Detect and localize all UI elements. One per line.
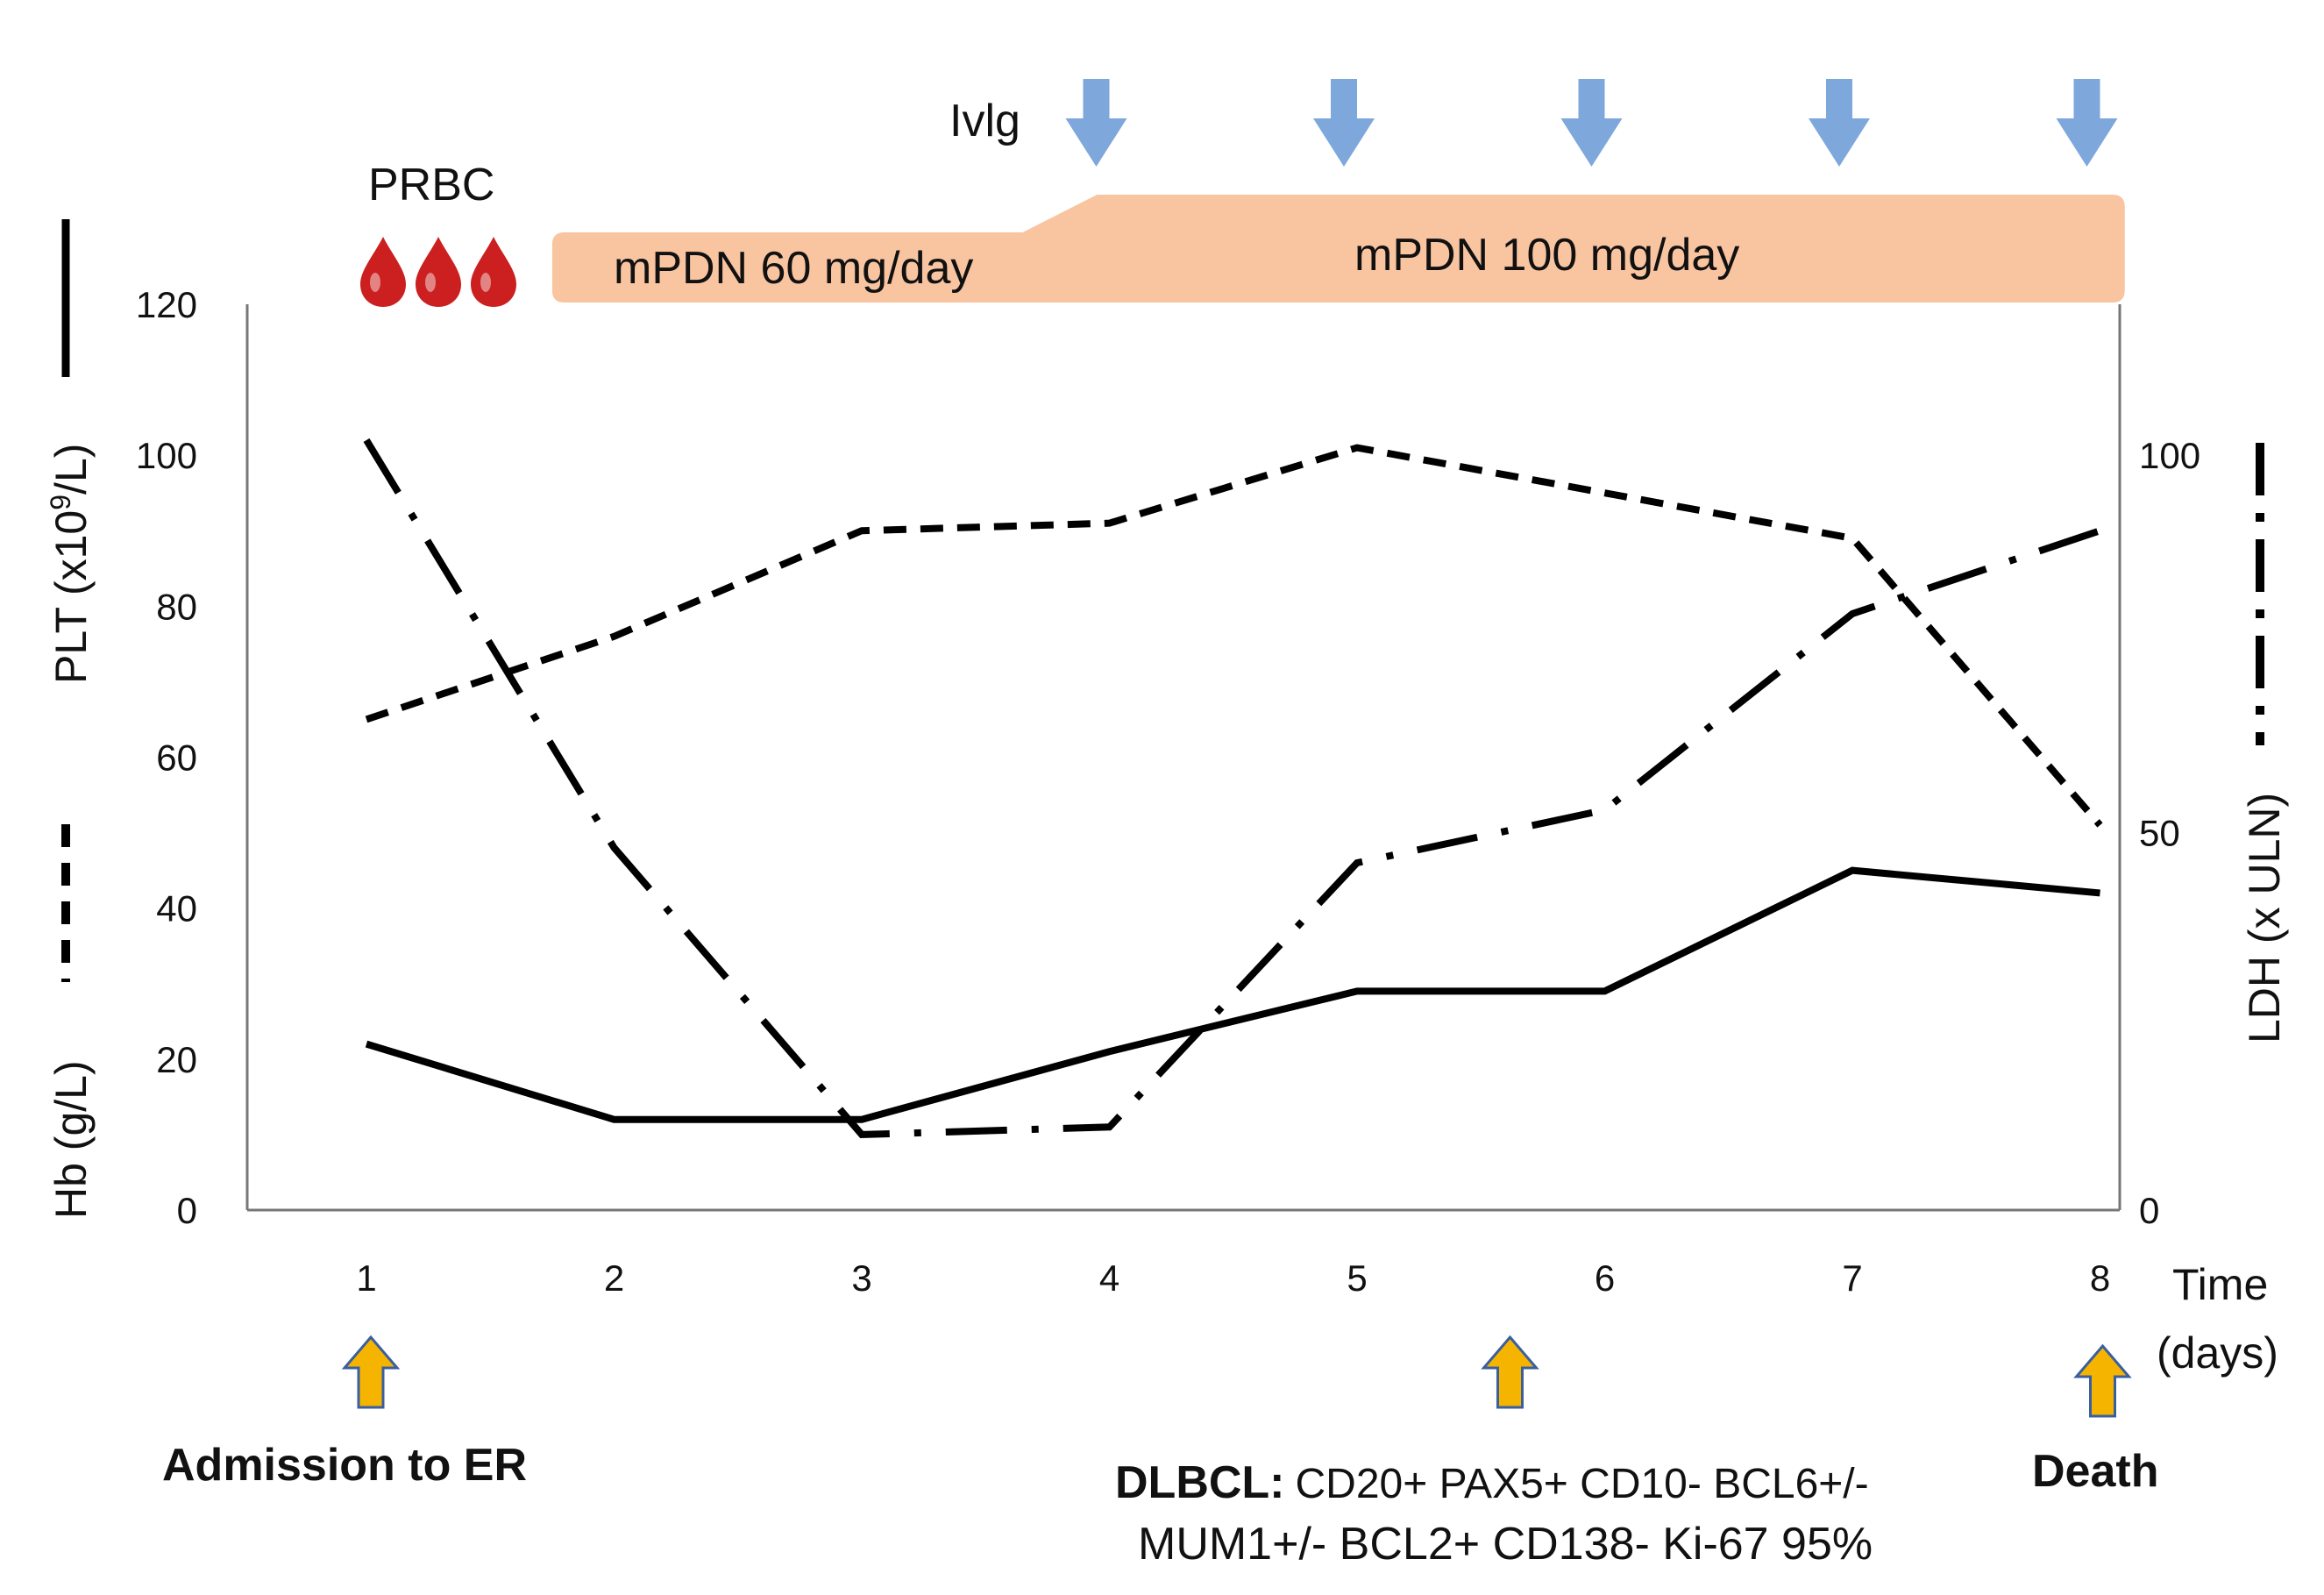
mpdn-60-label: mPDN 60 mg/day [614, 243, 973, 294]
blood-drop-icon [360, 237, 406, 307]
x-tick-label: 5 [1347, 1257, 1367, 1299]
right-tick-labels: 0 50 100 [2139, 435, 2200, 1231]
prbc-annotation: PRBC [360, 160, 516, 307]
mpdn-100-label: mPDN 100 mg/day [1354, 230, 1739, 281]
left-axis-title: PLT (x109/L) Hb (g/L) [45, 219, 96, 1219]
right-axis-title: LDH (x ULN) [2240, 443, 2289, 1043]
death-label: Death [2032, 1446, 2158, 1497]
series-layer [363, 438, 2103, 1138]
ivig-arrows [1065, 79, 2118, 167]
x-axis-title-days: (days) [2157, 1328, 2278, 1378]
left-tick-label: 0 [177, 1190, 197, 1231]
blood-drops [360, 237, 516, 307]
mpdn-bars: mPDN 60 mg/day mPDN 100 mg/day [551, 195, 2125, 303]
series-ldh-line [363, 438, 2101, 1138]
right-tick-label: 50 [2139, 813, 2180, 854]
x-tick-labels: 1 2 3 4 5 6 7 8 [356, 1257, 2110, 1299]
ldh-axis-title: LDH (x ULN) [2240, 793, 2289, 1043]
ivig-arrow-icon [1809, 79, 1870, 167]
x-tick-label: 2 [604, 1257, 624, 1299]
x-tick-label: 1 [356, 1257, 376, 1299]
ivig-arrow-icon [1313, 79, 1375, 167]
left-tick-label: 120 [136, 284, 197, 325]
left-tick-label: 40 [156, 888, 197, 929]
x-tick-label: 3 [851, 1257, 871, 1299]
prbc-label: PRBC [368, 160, 494, 210]
blood-drop-icon [416, 237, 461, 307]
x-tick-label: 4 [1099, 1257, 1119, 1299]
ivig-annotation: Ivlg [949, 79, 2118, 167]
x-axis-title: Time (days) [2157, 1260, 2278, 1378]
x-tick-label: 6 [1595, 1257, 1615, 1299]
left-tick-label: 80 [156, 586, 197, 627]
plt-axis-title: PLT (x109/L) [45, 444, 96, 684]
left-tick-label: 100 [136, 435, 197, 476]
left-tick-labels: 0 20 40 60 80 100 120 [136, 284, 197, 1231]
left-tick-label: 20 [156, 1039, 197, 1080]
right-tick-label: 0 [2139, 1190, 2159, 1231]
ivig-arrow-icon [2056, 79, 2118, 167]
blood-drop-icon [471, 237, 516, 307]
x-tick-label: 7 [1842, 1257, 1862, 1299]
dlbcl-label: DLBCL: CD20+ PAX5+ CD10- BCL6+/- [1115, 1457, 1869, 1508]
ivig-arrow-icon [1065, 79, 1127, 167]
series-plt-line [365, 866, 2100, 1123]
right-tick-label: 100 [2139, 435, 2200, 476]
dlbcl-detail-line2: MUM1+/- BCL2+ CD138- Ki-67 95% [1138, 1519, 1873, 1570]
ivig-arrow-icon [1560, 79, 1623, 167]
event-arrows [341, 1335, 2132, 1418]
hb-axis-title: Hb (g/L) [46, 1060, 96, 1219]
x-axis-title-time: Time [2172, 1260, 2268, 1309]
left-tick-label: 60 [156, 737, 197, 779]
event-arrow-icon [2073, 1343, 2132, 1418]
x-tick-label: 8 [2090, 1257, 2110, 1299]
event-labels: Admission to ER DLBCL: CD20+ PAX5+ CD10- … [162, 1440, 2158, 1570]
axes [245, 304, 2121, 1212]
event-arrow-icon [341, 1335, 401, 1409]
ivig-label: Ivlg [949, 96, 1020, 146]
event-arrow-icon [1481, 1335, 1539, 1409]
admission-label: Admission to ER [162, 1440, 527, 1491]
mpdn-bar [551, 195, 2125, 303]
series-hb-line [365, 444, 2103, 828]
